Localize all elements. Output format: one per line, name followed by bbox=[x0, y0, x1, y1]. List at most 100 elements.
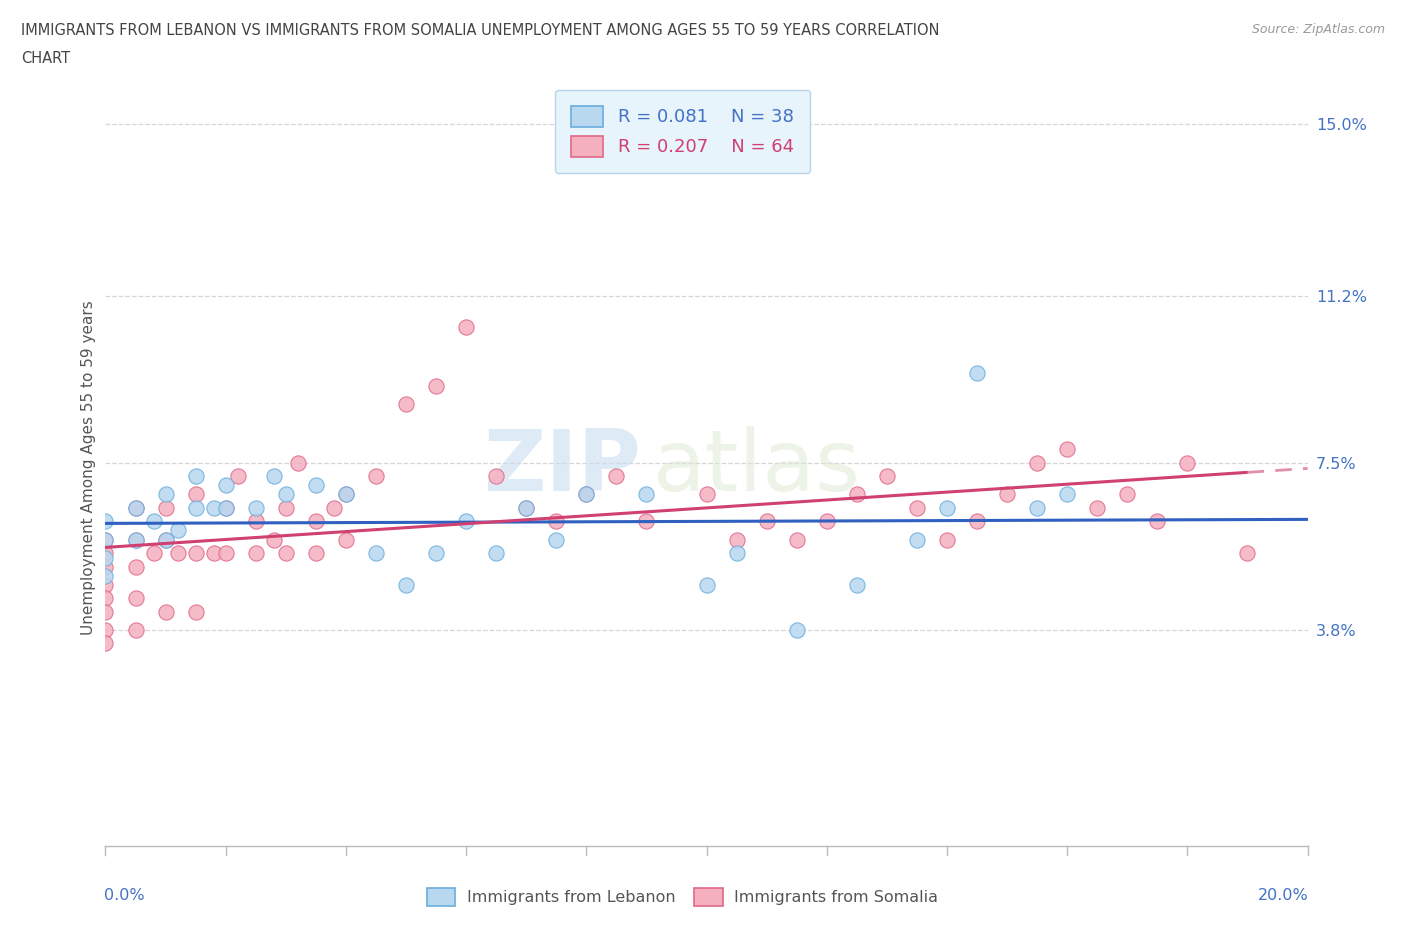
Point bbox=[94, 591, 117, 605]
Point bbox=[287, 456, 309, 471]
Point bbox=[155, 604, 177, 619]
Point bbox=[322, 500, 344, 515]
Text: 0.0%: 0.0% bbox=[104, 888, 145, 903]
Point bbox=[1056, 442, 1078, 457]
Point bbox=[515, 500, 537, 515]
Point bbox=[876, 469, 898, 484]
Point bbox=[546, 514, 568, 529]
Point bbox=[184, 487, 207, 502]
Text: CHART: CHART bbox=[21, 51, 70, 66]
Point bbox=[184, 500, 207, 515]
Point bbox=[696, 487, 718, 502]
Point bbox=[124, 532, 146, 547]
Point bbox=[1236, 546, 1258, 561]
Point bbox=[94, 514, 117, 529]
Point bbox=[166, 546, 188, 561]
Point bbox=[575, 487, 598, 502]
Point bbox=[214, 478, 236, 493]
Point bbox=[184, 604, 207, 619]
Point bbox=[155, 487, 177, 502]
Point bbox=[184, 469, 207, 484]
Point bbox=[786, 532, 808, 547]
Point bbox=[364, 546, 387, 561]
Point bbox=[155, 500, 177, 515]
Point bbox=[905, 532, 928, 547]
Point bbox=[936, 532, 959, 547]
Point bbox=[725, 546, 748, 561]
Point bbox=[214, 500, 236, 515]
Point bbox=[202, 546, 225, 561]
Point bbox=[1116, 487, 1139, 502]
Point bbox=[214, 546, 236, 561]
Point bbox=[575, 487, 598, 502]
Point bbox=[425, 546, 447, 561]
Point bbox=[605, 469, 627, 484]
Text: ZIP: ZIP bbox=[482, 426, 640, 509]
Point bbox=[142, 546, 165, 561]
Point bbox=[226, 469, 249, 484]
Point bbox=[546, 532, 568, 547]
Point bbox=[515, 500, 537, 515]
Point bbox=[155, 532, 177, 547]
Point bbox=[124, 559, 146, 574]
Point bbox=[94, 568, 117, 583]
Point bbox=[966, 365, 988, 380]
Point bbox=[94, 559, 117, 574]
Text: Source: ZipAtlas.com: Source: ZipAtlas.com bbox=[1251, 23, 1385, 36]
Point bbox=[845, 578, 868, 592]
Point bbox=[274, 487, 297, 502]
Point bbox=[124, 532, 146, 547]
Point bbox=[202, 500, 225, 515]
Point bbox=[274, 546, 297, 561]
Point bbox=[305, 514, 328, 529]
Point bbox=[905, 500, 928, 515]
Point bbox=[725, 532, 748, 547]
Point bbox=[94, 551, 117, 565]
Point bbox=[395, 397, 418, 412]
Point bbox=[364, 469, 387, 484]
Y-axis label: Unemployment Among Ages 55 to 59 years: Unemployment Among Ages 55 to 59 years bbox=[82, 300, 96, 634]
Point bbox=[1056, 487, 1078, 502]
Point bbox=[166, 523, 188, 538]
Point bbox=[94, 532, 117, 547]
Point bbox=[1026, 456, 1049, 471]
Point bbox=[1175, 456, 1198, 471]
Point bbox=[155, 532, 177, 547]
Text: atlas: atlas bbox=[652, 426, 860, 509]
Point bbox=[1146, 514, 1168, 529]
Point bbox=[395, 578, 418, 592]
Point bbox=[636, 514, 658, 529]
Point bbox=[94, 532, 117, 547]
Point bbox=[94, 636, 117, 651]
Point bbox=[454, 514, 477, 529]
Point bbox=[245, 514, 267, 529]
Point bbox=[184, 546, 207, 561]
Point bbox=[1085, 500, 1108, 515]
Point bbox=[845, 487, 868, 502]
Point bbox=[274, 500, 297, 515]
Point bbox=[454, 320, 477, 335]
Point bbox=[755, 514, 778, 529]
Point bbox=[142, 514, 165, 529]
Point bbox=[263, 469, 285, 484]
Point bbox=[636, 487, 658, 502]
Point bbox=[936, 500, 959, 515]
Point bbox=[786, 622, 808, 637]
Point bbox=[815, 514, 838, 529]
Text: IMMIGRANTS FROM LEBANON VS IMMIGRANTS FROM SOMALIA UNEMPLOYMENT AMONG AGES 55 TO: IMMIGRANTS FROM LEBANON VS IMMIGRANTS FR… bbox=[21, 23, 939, 38]
Point bbox=[94, 604, 117, 619]
Point bbox=[696, 578, 718, 592]
Point bbox=[335, 532, 357, 547]
Point bbox=[1026, 500, 1049, 515]
Point bbox=[995, 487, 1018, 502]
Legend: Immigrants from Lebanon, Immigrants from Somalia: Immigrants from Lebanon, Immigrants from… bbox=[419, 880, 946, 914]
Point bbox=[305, 546, 328, 561]
Point bbox=[335, 487, 357, 502]
Point bbox=[94, 546, 117, 561]
Point bbox=[124, 591, 146, 605]
Point bbox=[305, 478, 328, 493]
Point bbox=[263, 532, 285, 547]
Point bbox=[245, 546, 267, 561]
Point bbox=[214, 500, 236, 515]
Point bbox=[335, 487, 357, 502]
